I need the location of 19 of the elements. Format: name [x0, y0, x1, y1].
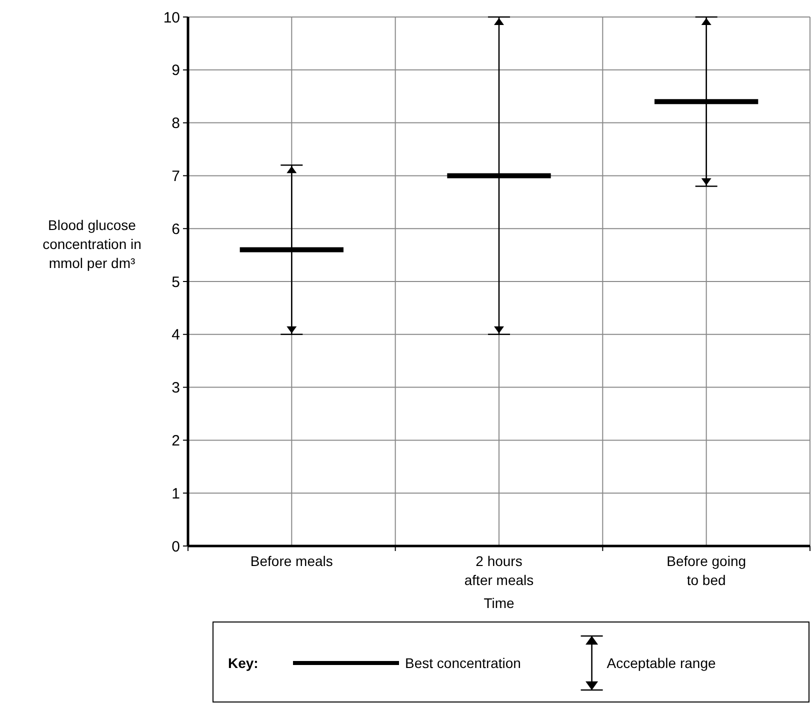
y-tick-label: 3 — [172, 380, 180, 397]
y-tick-label: 1 — [172, 485, 180, 502]
y-tick-label: 10 — [163, 9, 180, 26]
y-tick-label: 7 — [172, 168, 180, 185]
text: Acceptable range — [606, 654, 716, 671]
y-tick-label: 2 — [172, 432, 180, 450]
x-axis-title: Time — [484, 595, 515, 611]
legend-title: Key: — [228, 654, 258, 671]
y-axis-title: Blood glucose concentration in mmol per dm³ — [42, 216, 142, 271]
y-tick-label: 6 — [172, 220, 180, 238]
text: Best concentration — [405, 654, 521, 671]
x-tick-label: Before going to bed — [666, 553, 746, 588]
x-tick-label: Before meals — [250, 553, 333, 569]
y-tick-label: 0 — [172, 538, 180, 556]
y-tick-label: 9 — [172, 62, 180, 80]
x-tick-label: 2 hours after meals — [464, 553, 534, 588]
y-tick-label: 5 — [172, 274, 180, 291]
y-tick-label: 4 — [172, 326, 180, 344]
y-tick-label: 8 — [172, 115, 180, 132]
